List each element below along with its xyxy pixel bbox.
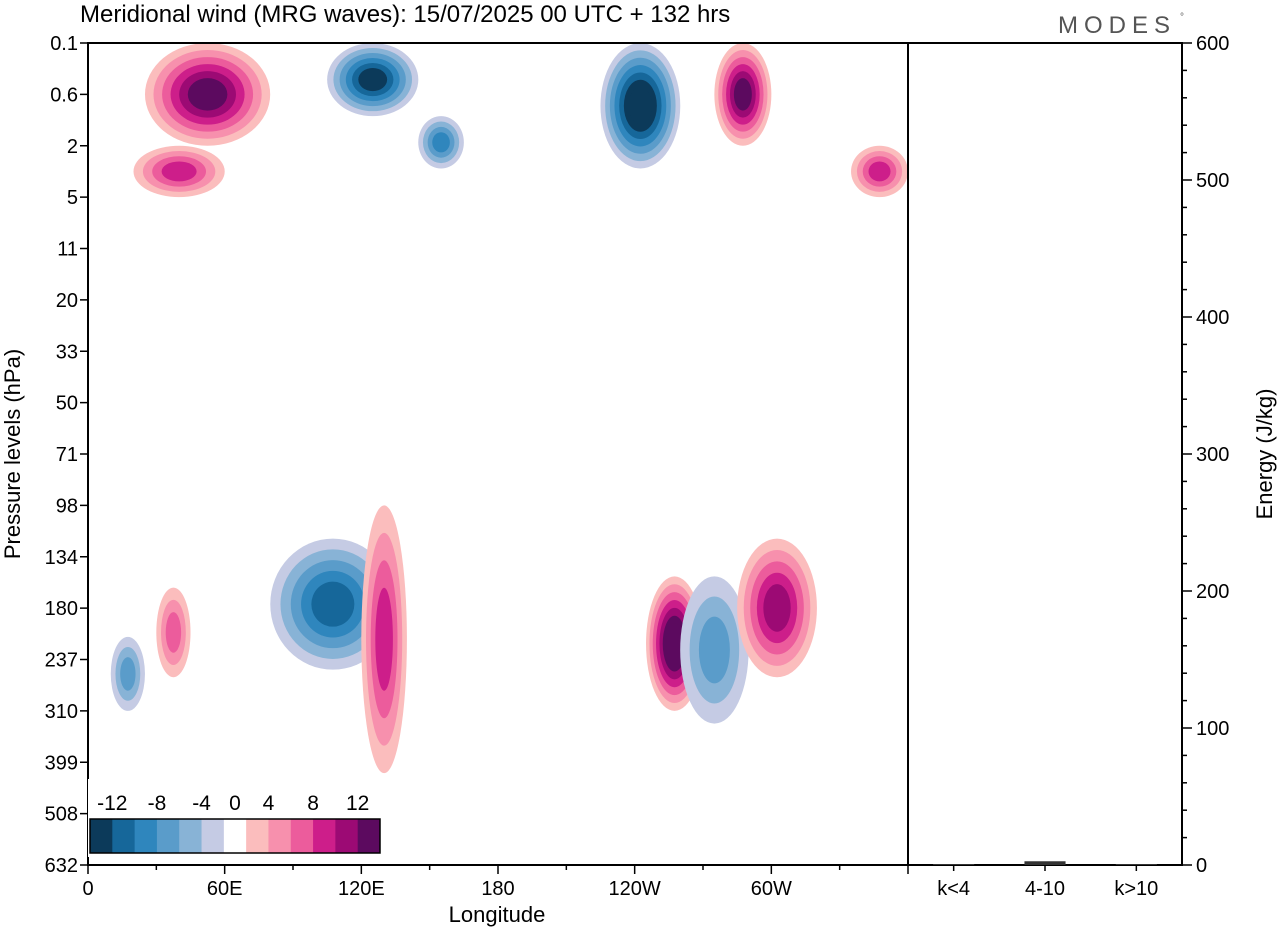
energy-tick-label: 500 (1196, 170, 1229, 192)
y-tick-label: 508 (45, 804, 78, 826)
contour-level (375, 587, 393, 691)
contour-level (161, 161, 197, 182)
energy-tick-label: 0 (1196, 855, 1207, 877)
x-axis-label: Longitude (449, 902, 546, 927)
y-axis: 0.1 0.6 2 5 11 20 33 50 71 98 134 180 237 310 399 508 63… (45, 33, 88, 877)
energy-category-label: k<4 (937, 878, 970, 900)
wind-feature-negative (600, 43, 681, 169)
contour-level (733, 78, 752, 111)
energy-tick-label: 200 (1196, 581, 1229, 603)
colorbar-swatch (201, 819, 225, 853)
contour-level (698, 616, 730, 684)
y-tick-label: 237 (45, 650, 78, 672)
contour-level (311, 581, 355, 627)
colorbar-label: -12 (97, 792, 127, 815)
brand-logo: MODES (1058, 12, 1176, 39)
x-tick-label: 60E (207, 878, 243, 900)
contour-level (358, 67, 388, 92)
colorbar-swatch (134, 819, 158, 853)
y-tick-label: 20 (56, 290, 78, 312)
wind-feature-positive (145, 43, 271, 146)
contour-level (628, 87, 653, 125)
wind-feature-positive (714, 43, 772, 146)
energy-category-label: k>10 (1114, 878, 1158, 900)
y-tick-label: 50 (56, 393, 78, 415)
y-tick-label: 5 (67, 187, 78, 209)
colorbar-label: -4 (192, 792, 211, 815)
energy-bar (1024, 861, 1066, 865)
brand-logo-mark: ° (1180, 12, 1184, 23)
contour-level (763, 584, 791, 632)
colorbar-label: 12 (346, 792, 369, 815)
colorbar-label: -8 (148, 792, 167, 815)
colorbar-swatch (313, 819, 336, 853)
energy-tick-label: 400 (1196, 307, 1229, 329)
wind-feature-negative (680, 576, 749, 724)
chart-title: Meridional wind (MRG waves): 15/07/2025 … (80, 1, 730, 28)
y-axis-label: Pressure levels (hPa) (0, 349, 25, 559)
wind-feature-positive (361, 505, 407, 774)
x-tick-label: 60W (751, 878, 792, 900)
wind-feature-negative (110, 636, 145, 711)
energy-axis-label: Energy (J/kg) (1252, 389, 1277, 520)
colorbar-frame (89, 818, 381, 854)
colorbar-label: 8 (307, 792, 319, 815)
colorbar-swatch (357, 819, 381, 853)
contour-level (432, 132, 450, 153)
contour-level (120, 657, 136, 691)
wind-feature-positive (737, 538, 817, 678)
wind-feature-negative (327, 43, 419, 117)
colorbar-swatch (179, 819, 203, 853)
energy-bar (933, 864, 975, 865)
colorbar-swatch (156, 819, 180, 853)
colorbar-swatch (268, 819, 292, 853)
colorbar: -12 -8 -4 0 4 8 12 (88, 779, 384, 857)
colorbar-swatch (246, 819, 269, 853)
colorbar-swatch (90, 819, 113, 853)
y-tick-label: 0.1 (50, 33, 78, 55)
wind-feature-negative (418, 116, 464, 169)
x-tick-label: 0 (82, 878, 93, 900)
y-tick-label: 310 (45, 701, 78, 723)
wind-feature-positive (851, 145, 908, 198)
x-tick-label: 180 (481, 878, 514, 900)
y-tick-label: 632 (45, 855, 78, 877)
wind-feature-positive (133, 145, 225, 198)
energy-bar-chart: 0 100 200 300 400 500 600 k<4 4-10 k>10 (933, 33, 1229, 900)
energy-tick-label: 300 (1196, 444, 1229, 466)
y-tick-label: 11 (57, 239, 78, 261)
contour-level (187, 78, 228, 111)
heatmap-background (88, 43, 908, 865)
energy-bar (1115, 864, 1157, 865)
y-tick-label: 180 (45, 598, 78, 620)
energy-category-label: 4-10 (1025, 878, 1065, 900)
colorbar-swatch (223, 819, 247, 853)
x-tick-label: 120W (609, 878, 661, 900)
wind-feature-positive (156, 587, 191, 678)
y-tick-label: 399 (45, 752, 78, 774)
y-tick-label: 2 (67, 136, 78, 158)
y-tick-label: 98 (56, 495, 78, 517)
energy-panel-frame (907, 42, 1183, 866)
x-tick-label: 120E (338, 878, 385, 900)
colorbar-label: 0 (229, 792, 241, 815)
colorbar-swatch (335, 819, 359, 853)
energy-tick-label: 600 (1196, 33, 1229, 55)
contour-level (666, 623, 684, 664)
colorbar-label: 4 (263, 792, 275, 815)
contour-level (165, 612, 182, 653)
y-tick-label: 134 (45, 547, 78, 569)
contour-level (868, 161, 891, 182)
colorbar-swatch (112, 819, 136, 853)
energy-tick-label: 100 (1196, 718, 1229, 740)
wind-field-contours (110, 43, 908, 774)
colorbar-swatch (290, 819, 314, 853)
x-axis: 0 60E 120E 180 120W 60W (82, 865, 909, 900)
y-tick-label: 0.6 (50, 84, 78, 106)
y-tick-label: 33 (56, 341, 78, 363)
y-tick-label: 71 (56, 444, 78, 466)
